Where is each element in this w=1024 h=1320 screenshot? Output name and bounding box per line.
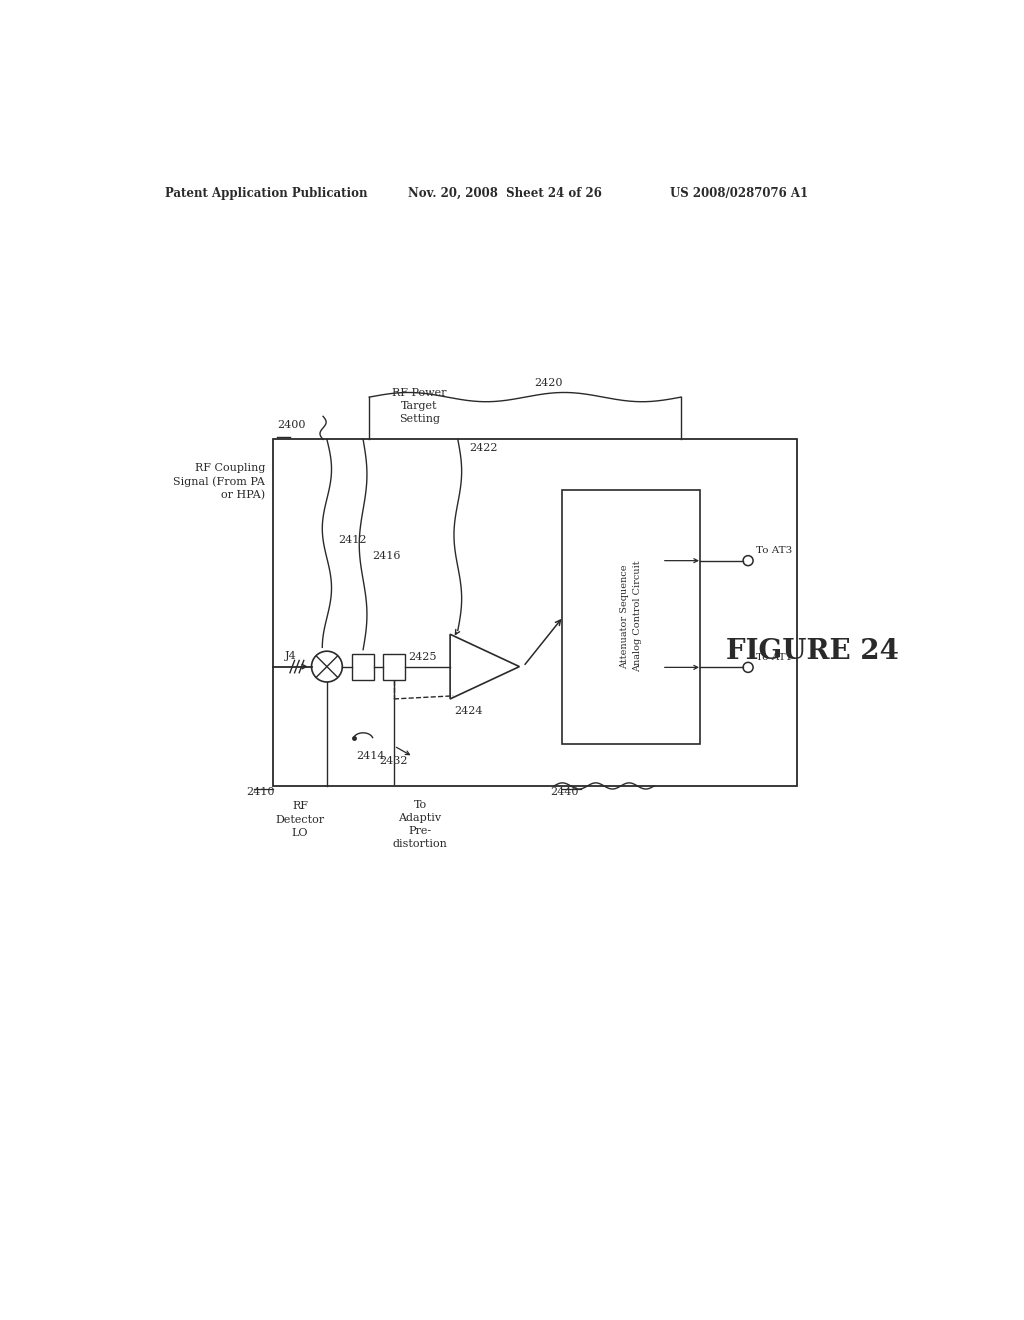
- Bar: [562, 490, 700, 743]
- Text: To
Adaptiv
Pre-
distortion: To Adaptiv Pre- distortion: [392, 800, 447, 849]
- Text: RF Coupling
Signal (From PA
or HPA): RF Coupling Signal (From PA or HPA): [173, 463, 265, 500]
- Text: Nov. 20, 2008  Sheet 24 of 26: Nov. 20, 2008 Sheet 24 of 26: [408, 186, 602, 199]
- Text: 2416: 2416: [373, 550, 400, 561]
- Text: 2424: 2424: [454, 706, 482, 717]
- Bar: [383, 653, 404, 680]
- Text: RF
Detector
LO: RF Detector LO: [275, 801, 325, 838]
- Text: J4: J4: [285, 651, 296, 661]
- Bar: [352, 653, 374, 680]
- Text: 2412: 2412: [339, 536, 367, 545]
- Text: To AT1: To AT1: [756, 653, 792, 663]
- Text: 2420: 2420: [535, 378, 562, 388]
- Text: 2425: 2425: [408, 652, 436, 663]
- Text: 2422: 2422: [469, 444, 498, 453]
- Text: Patent Application Publication: Patent Application Publication: [165, 186, 368, 199]
- Text: Attenuator Sequence
Analog Control Circuit: Attenuator Sequence Analog Control Circu…: [620, 561, 642, 672]
- Text: US 2008/0287076 A1: US 2008/0287076 A1: [670, 186, 808, 199]
- Text: 2400: 2400: [276, 420, 305, 430]
- Bar: [273, 440, 797, 785]
- Text: 2432: 2432: [379, 756, 408, 767]
- Text: 2410: 2410: [246, 787, 274, 797]
- Text: RF Power
Target
Setting: RF Power Target Setting: [392, 388, 446, 424]
- Text: 2414: 2414: [356, 751, 385, 762]
- Text: To AT3: To AT3: [756, 546, 792, 556]
- Text: FIGURE 24: FIGURE 24: [726, 638, 898, 665]
- Text: 2440: 2440: [550, 787, 579, 797]
